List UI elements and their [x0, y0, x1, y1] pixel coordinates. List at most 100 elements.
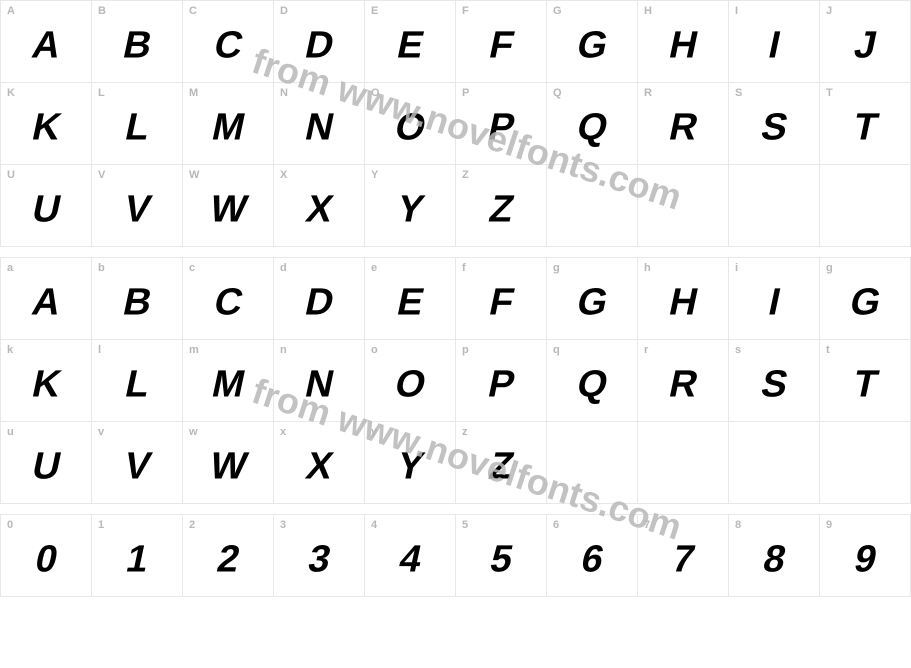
glyph-cell: fF [456, 258, 547, 340]
glyph: E [393, 281, 426, 324]
glyph: V [120, 188, 153, 231]
key-label: 3 [280, 519, 286, 531]
glyph-cell: kK [1, 340, 92, 422]
key-label: c [189, 262, 195, 274]
glyph: F [485, 281, 516, 324]
key-label: Q [553, 87, 562, 99]
glyph: P [484, 363, 517, 406]
glyph: B [119, 281, 155, 324]
glyph: S [757, 106, 790, 149]
glyph-cell: eE [365, 258, 456, 340]
glyph-cell: EE [365, 1, 456, 83]
glyph-cell: 22 [183, 515, 274, 597]
key-label: 5 [462, 519, 468, 531]
glyph: T [849, 106, 880, 149]
glyph-cell: mM [183, 340, 274, 422]
key-label: 6 [553, 519, 559, 531]
key-label: 1 [98, 519, 104, 531]
key-label: T [826, 87, 833, 99]
glyph: 3 [304, 538, 333, 581]
key-label: U [7, 169, 15, 181]
glyph-cell: uU [1, 422, 92, 504]
glyph-cell: 44 [365, 515, 456, 597]
glyph: Q [573, 106, 611, 149]
glyph-cell: DD [274, 1, 365, 83]
glyph-cell: JJ [820, 1, 911, 83]
key-label: 0 [7, 519, 13, 531]
glyph-cell: 11 [92, 515, 183, 597]
glyph-cell: gG [820, 258, 911, 340]
glyph-cell: 66 [547, 515, 638, 597]
glyph-cell: KK [1, 83, 92, 165]
key-label: u [7, 426, 14, 438]
key-label: 8 [735, 519, 741, 531]
key-label: b [98, 262, 105, 274]
key-label: r [644, 344, 648, 356]
glyph: O [391, 363, 429, 406]
key-label: V [98, 169, 105, 181]
key-label: w [189, 426, 198, 438]
glyph: L [121, 106, 152, 149]
key-label: s [735, 344, 741, 356]
key-label: A [7, 5, 15, 17]
glyph: Z [485, 188, 516, 231]
glyph-cell [547, 165, 638, 247]
glyph: K [28, 106, 64, 149]
glyph-cell [638, 422, 729, 504]
glyph-cell: vV [92, 422, 183, 504]
key-label: Z [462, 169, 469, 181]
glyph-cell [820, 165, 911, 247]
key-label: 7 [644, 519, 650, 531]
glyph: L [121, 363, 152, 406]
glyph-cell: hH [638, 258, 729, 340]
key-label: q [553, 344, 560, 356]
glyph-cell: II [729, 1, 820, 83]
key-label: 4 [371, 519, 377, 531]
key-label: g [826, 262, 833, 274]
glyph-cell: sS [729, 340, 820, 422]
glyph-cell: bB [92, 258, 183, 340]
key-label: M [189, 87, 198, 99]
key-label: k [7, 344, 13, 356]
glyph: N [301, 106, 337, 149]
glyph-cell: LL [92, 83, 183, 165]
glyph: A [28, 281, 64, 324]
glyph-cell: FF [456, 1, 547, 83]
glyph-cell: 99 [820, 515, 911, 597]
glyph-cell [638, 165, 729, 247]
glyph: C [210, 24, 246, 67]
glyph-cell: pP [456, 340, 547, 422]
glyph-cell: gG [547, 258, 638, 340]
glyph: 6 [577, 538, 606, 581]
glyph-cell [820, 422, 911, 504]
glyph-cell: cC [183, 258, 274, 340]
glyph-cell: iI [729, 258, 820, 340]
key-label: t [826, 344, 830, 356]
glyph: J [850, 24, 879, 67]
glyph-section-uppercase: AABBCCDDEEFFGGHHIIJJKKLLMMNNOOPPQQRRSSTT… [0, 0, 911, 247]
glyph: P [484, 106, 517, 149]
glyph: K [28, 363, 64, 406]
glyph: Y [393, 188, 426, 231]
glyph-cell: CC [183, 1, 274, 83]
glyph: M [208, 106, 248, 149]
glyph-cell: 77 [638, 515, 729, 597]
glyph-cell: dD [274, 258, 365, 340]
glyph-cell [729, 165, 820, 247]
key-label: B [98, 5, 106, 17]
key-label: e [371, 262, 377, 274]
glyph: H [665, 281, 701, 324]
glyph: 9 [850, 538, 879, 581]
key-label: f [462, 262, 466, 274]
glyph-cell: VV [92, 165, 183, 247]
glyph: H [665, 24, 701, 67]
glyph: U [28, 445, 64, 488]
glyph: D [301, 281, 337, 324]
key-label: o [371, 344, 378, 356]
key-label: y [371, 426, 377, 438]
glyph-cell: RR [638, 83, 729, 165]
key-label: O [371, 87, 380, 99]
glyph: D [301, 24, 337, 67]
glyph-cell: UU [1, 165, 92, 247]
key-label: I [735, 5, 738, 17]
